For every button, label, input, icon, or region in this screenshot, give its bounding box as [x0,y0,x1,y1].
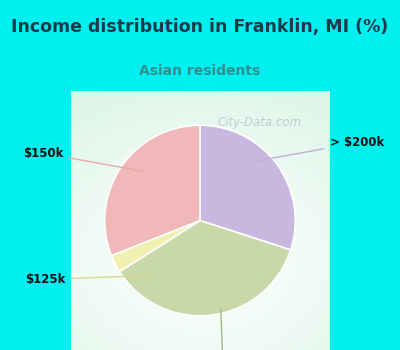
Wedge shape [105,125,200,256]
Text: $200k: $200k [203,309,243,350]
Text: $125k: $125k [25,273,148,286]
Wedge shape [111,220,200,272]
Wedge shape [200,125,295,250]
Text: City-Data.com: City-Data.com [218,116,302,128]
Text: $150k: $150k [23,147,143,171]
Text: Asian residents: Asian residents [139,64,261,78]
Wedge shape [120,220,291,316]
Text: Income distribution in Franklin, MI (%): Income distribution in Franklin, MI (%) [11,18,389,36]
Text: > $200k: > $200k [257,136,384,161]
